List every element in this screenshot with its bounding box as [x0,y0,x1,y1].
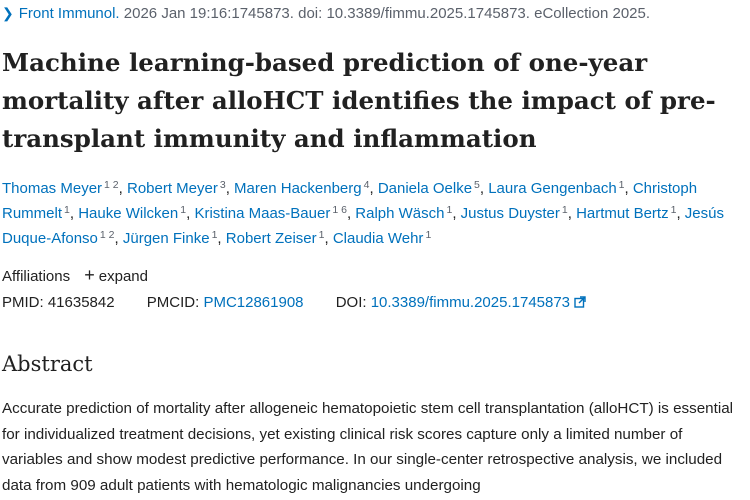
author-separator: , [479,180,489,197]
author-separator: , [346,205,356,222]
author-separator: , [225,180,235,197]
author-affiliation-number[interactable]: 5 [474,179,480,191]
author-affiliation-number[interactable]: 1 [618,179,625,191]
author-affiliation-number[interactable]: 1 6 [332,204,347,216]
author-link[interactable]: Hauke Wilcken [78,205,179,222]
author-link[interactable]: Thomas Meyer [2,180,103,197]
author-link[interactable]: Laura Gengenbach [488,180,617,197]
author-affiliation-number[interactable]: 1 2 [104,179,119,191]
author-separator: , [186,205,195,222]
pmid-label: PMID: [2,294,44,311]
author-affiliation-number[interactable]: 1 [561,204,568,216]
pmcid-label: PMCID: [146,294,200,311]
author-affiliation-number[interactable]: 1 [180,204,187,216]
author-affiliation-number[interactable]: 1 [318,229,325,241]
author-separator: , [324,230,333,247]
author-separator: , [624,180,633,197]
author-affiliation-number[interactable]: 1 [64,204,70,216]
affiliations-row: Affiliations + expand [2,265,148,286]
affiliations-label: Affiliations [2,268,71,285]
doi-value: 10.3389/fimmu.2025.1745873 [370,294,571,311]
author-separator: , [69,205,79,222]
citation-line: ❯ Front Immunol. 2026 Jan 19:16:1745873. … [2,5,650,22]
author-link[interactable]: Christoph Rummelt [2,180,698,222]
author-affiliation-number[interactable]: 3 [219,179,226,191]
plus-icon: + [84,265,95,285]
citation-details: 2026 Jan 19:16:1745873. doi: 10.3389/fim… [123,5,651,22]
author-link[interactable]: Justus Duyster [460,205,560,222]
author-separator: , [118,180,127,197]
pmid-value: 41635842 [47,294,115,311]
article-title: Machine learning-based prediction of one… [2,48,716,153]
author-separator: , [114,230,123,247]
author-affiliation-number[interactable]: 1 [211,229,218,241]
author-link[interactable]: Maren Hackenberg [234,180,362,197]
identifiers-row: PMID: 41635842 PMCID: PMC12861908 DOI: 1… [2,294,586,311]
author-link[interactable]: Kristina Maas-Bauer [194,205,331,222]
abstract-text: Accurate prediction of mortality after a… [2,400,734,494]
author-link[interactable]: Daniela Oelke [377,180,473,197]
author-link[interactable]: Jesús Duque-Afonso [2,205,724,247]
author-affiliation-number[interactable]: 1 2 [99,229,115,241]
author-link[interactable]: Ralph Wäsch [355,205,445,222]
expand-label: expand [98,268,148,285]
author-separator: , [567,205,577,222]
author-separator: , [217,230,226,247]
doi-label: DOI: [335,294,367,311]
author-link[interactable]: Robert Meyer [126,180,218,197]
author-affiliation-number[interactable]: 1 [425,229,432,241]
affiliations-expand-button[interactable]: + expand [84,265,148,285]
author-link[interactable]: Claudia Wehr [332,230,424,247]
author-affiliation-number[interactable]: 1 [446,204,453,216]
author-separator: , [452,205,461,222]
doi-link[interactable]: 10.3389/fimmu.2025.1745873 [371,294,586,311]
abstract-heading: Abstract [2,352,93,376]
author-link[interactable]: Hartmut Bertz [576,205,669,222]
journal-link[interactable]: Front Immunol. [18,5,120,22]
author-affiliation-number[interactable]: 4 [363,179,370,191]
author-link[interactable]: Jürgen Finke [122,230,210,247]
author-link[interactable]: Robert Zeiser [225,230,317,247]
chevron-right-icon[interactable]: ❯ [2,5,14,21]
authors-list: Thomas Meyer 1 2, Robert Meyer 3, Maren Ha… [2,176,747,251]
author-separator: , [369,180,378,197]
external-link-icon [574,296,586,308]
author-separator: , [676,205,685,222]
author-affiliation-number[interactable]: 1 [670,204,677,216]
pmcid-link[interactable]: PMC12861908 [203,294,304,311]
